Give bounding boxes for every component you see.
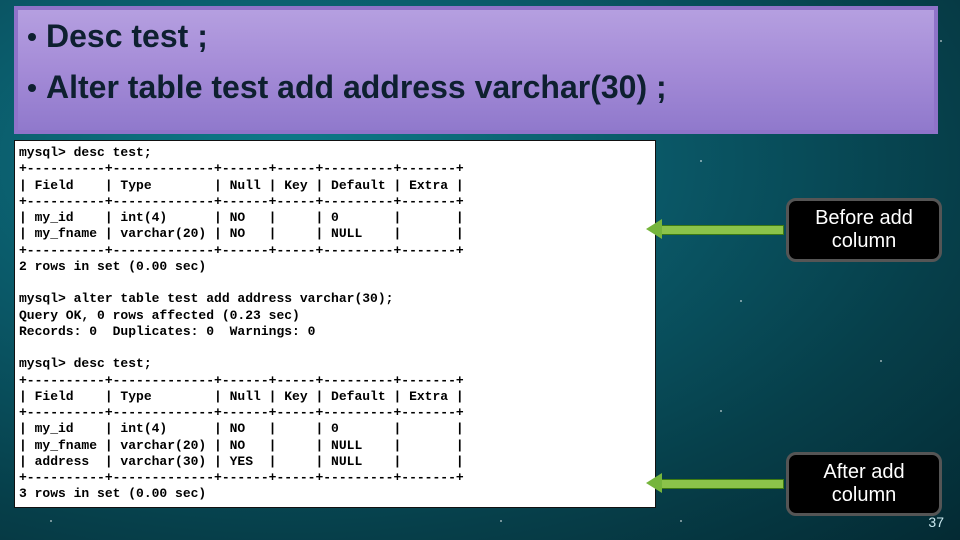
callout-after-line2: column bbox=[803, 484, 925, 507]
bullet-1: Desc test ; bbox=[28, 18, 924, 55]
bullet-1-text: Desc test ; bbox=[46, 18, 208, 55]
callout-before-line1: Before add bbox=[803, 207, 925, 230]
bullet-dot-icon bbox=[28, 33, 36, 41]
callout-after-line1: After add bbox=[803, 461, 925, 484]
bullet-2-text: Alter table test add address varchar(30)… bbox=[46, 69, 667, 106]
callout-after: After add column bbox=[786, 452, 942, 516]
terminal-text: mysql> desc test; +----------+----------… bbox=[19, 145, 651, 503]
command-box: Desc test ; Alter table test add address… bbox=[14, 6, 938, 134]
terminal-output: mysql> desc test; +----------+----------… bbox=[14, 140, 656, 508]
page-number: 37 bbox=[928, 514, 944, 530]
bullet-dot-icon bbox=[28, 84, 36, 92]
callout-before: Before add column bbox=[786, 198, 942, 262]
bullet-2: Alter table test add address varchar(30)… bbox=[28, 69, 924, 106]
arrow-before-icon bbox=[660, 222, 784, 236]
callout-before-line2: column bbox=[803, 230, 925, 253]
slide: Desc test ; Alter table test add address… bbox=[0, 0, 960, 540]
arrow-after-icon bbox=[660, 476, 784, 490]
